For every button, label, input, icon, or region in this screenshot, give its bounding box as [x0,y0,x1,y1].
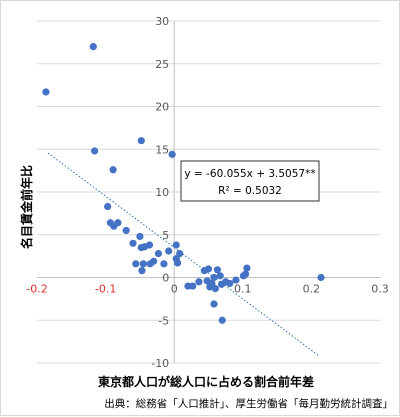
data-point [109,166,117,174]
data-point [122,226,130,235]
data-point [241,270,250,278]
data-point [189,282,197,290]
y-tick-label: -5 [158,314,169,327]
y-tick-label: 30 [155,15,169,28]
data-point [176,249,184,258]
y-tick-label: -10 [151,357,169,370]
data-point [104,202,112,211]
x-tick-labels: -0.2 -0.1 0 0.1 0.2 0.3 [26,283,388,296]
data-point [204,265,213,273]
data-point [89,43,97,51]
x-tick-label: 0.2 [303,283,321,296]
trendline-equation: y = -60.055x + 3.5057** [184,168,315,180]
data-point [42,88,50,96]
data-point [208,279,216,288]
data-point [226,279,234,288]
data-point [154,249,163,258]
data-point [174,259,182,267]
data-point [232,276,240,284]
data-point [138,267,146,275]
y-tick-label: 5 [162,229,169,242]
data-point [160,260,168,268]
data-point [210,300,218,308]
equation-box: y = -60.055x + 3.5057** R² = 0.5032 [180,160,320,202]
x-tick-label: 0.1 [234,283,252,296]
x-tick-label: -0.1 [95,283,116,296]
y-axis-title: 名目賃金前年比 [19,165,34,249]
data-points [42,43,325,324]
y-tick-label: 0 [162,272,169,285]
data-point [129,239,137,247]
x-tick-label: 0 [171,283,178,296]
data-point [139,260,147,268]
data-point [114,219,122,227]
x-tick-label: 0.3 [371,283,389,296]
y-tick-labels: 30 25 20 15 10 5 0 -5 -10 [151,15,169,370]
data-point [145,241,154,249]
data-point [132,260,140,268]
data-point [168,150,176,158]
data-point [243,264,251,272]
y-tick-label: 20 [155,101,169,114]
x-tick-label: -0.2 [26,283,47,296]
data-point [211,285,219,293]
y-tick-label: 10 [155,186,169,199]
data-point [213,266,222,274]
data-point [317,273,325,282]
y-tick-label: 15 [155,143,169,156]
data-point [137,137,145,145]
data-point [172,241,180,249]
data-point [165,247,173,255]
data-point [136,232,144,241]
data-point [216,272,224,280]
data-point [218,316,226,324]
data-point [150,257,158,265]
data-point [91,147,99,155]
data-point [210,273,218,282]
source-note: 出典：総務省「人口推計」、厚生労働省「毎月勤労統計調査」 [104,397,393,410]
trendline-r2: R² = 0.5032 [218,185,282,197]
x-axis-title: 東京都人口が総人口に占める割合前年差 [98,374,314,389]
data-point [195,278,203,286]
y-tick-label: 25 [155,58,169,71]
